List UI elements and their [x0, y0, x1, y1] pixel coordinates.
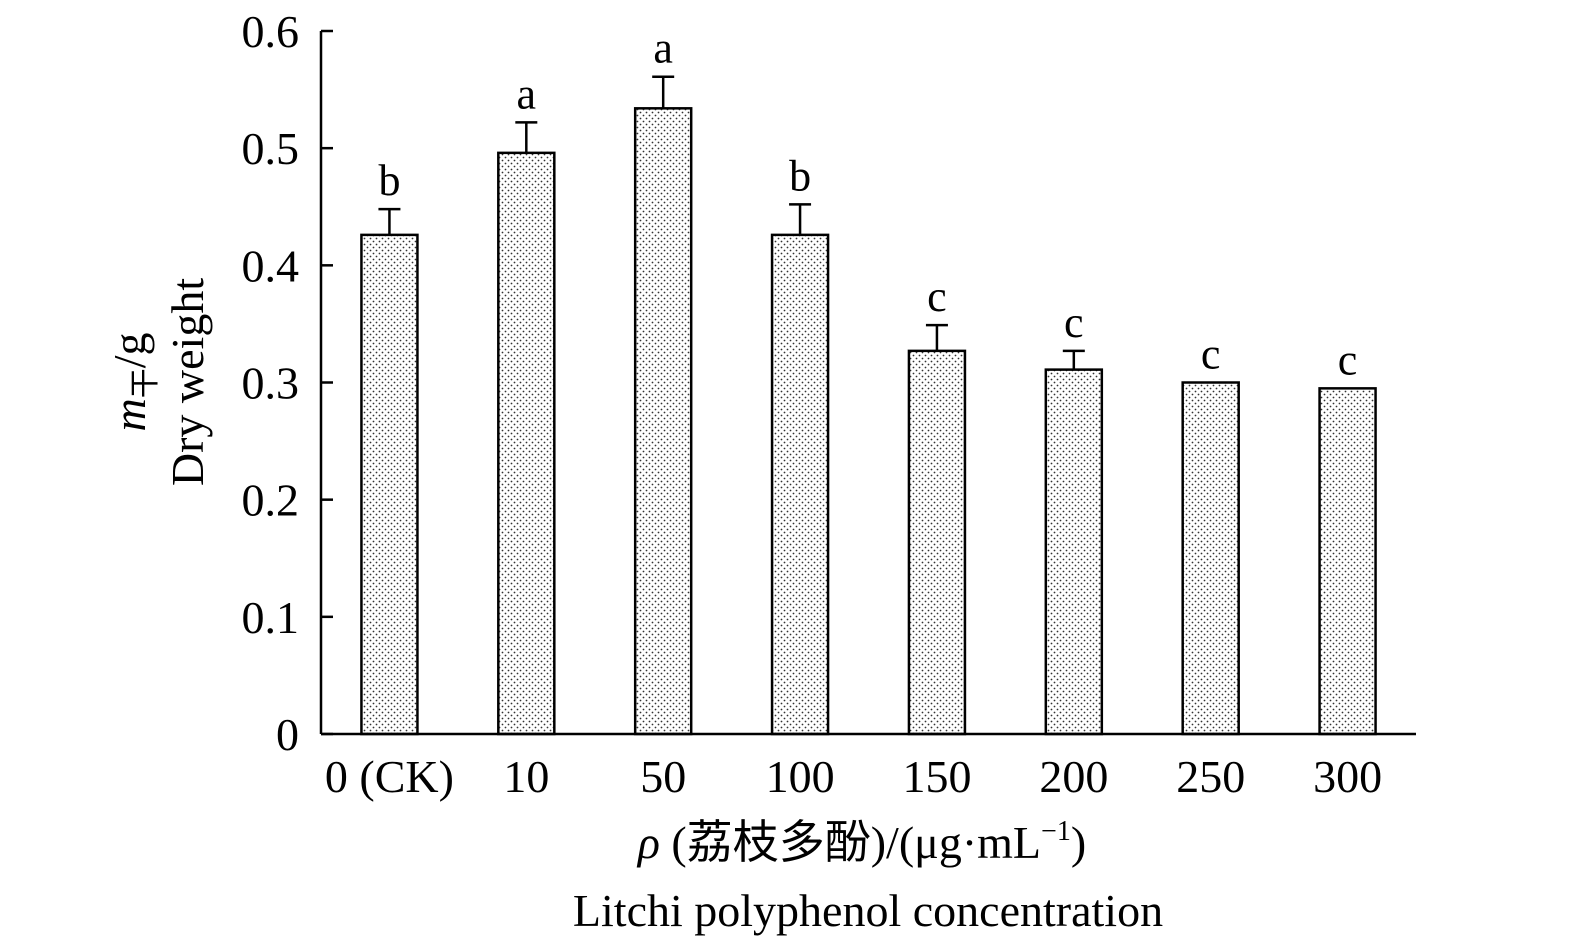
svg-text:m干/g: m干/g [104, 332, 162, 431]
x-tick-label: 10 [503, 751, 549, 802]
y-tick-label: 0.3 [242, 358, 300, 409]
bar [360, 233, 419, 736]
xlabel-english: Litchi polyphenol concentration [573, 885, 1163, 936]
x-axis-tick-labels: 0 (CK) 10 50 100 150 200 250 300 [325, 751, 1382, 802]
ylabel-subscript: 干 [129, 368, 162, 398]
bar [1181, 381, 1240, 736]
y-tick-label: 0.5 [242, 123, 300, 174]
x-tick-label: 250 [1176, 751, 1245, 802]
significance-letter: b [378, 156, 400, 205]
significance-letter: c [1338, 335, 1358, 384]
y-axis-ticks: 0 0.1 0.2 0.3 0.4 0.5 0.6 [242, 6, 333, 760]
error-bars [378, 75, 1085, 370]
y-axis-title: m干/g Dry weight [104, 278, 213, 486]
significance-letters: b a a b c c c c [378, 24, 1357, 385]
ylabel-english: Dry weight [162, 278, 213, 486]
bar [633, 107, 693, 736]
y-tick-label: 0.4 [242, 240, 300, 291]
x-tick-label: 300 [1313, 751, 1382, 802]
ylabel-symbol: m [104, 398, 155, 431]
xlabel-chinese: (荔枝多酚)/(μg·mL [660, 817, 1041, 868]
ylabel-unit: /g [104, 332, 155, 368]
significance-letter: c [1201, 330, 1221, 379]
y-tick-label: 0.2 [242, 475, 300, 526]
significance-letter: b [789, 151, 811, 200]
x-tick-label: 200 [1039, 751, 1108, 802]
y-tick-label: 0 [276, 709, 299, 760]
y-tick-label: 0.1 [242, 592, 300, 643]
bar [907, 349, 967, 736]
bar [1318, 387, 1377, 736]
y-tick-label: 0.6 [242, 6, 300, 57]
x-axis-title: ρ (荔枝多酚)/(μg·mL−1) [636, 816, 1086, 868]
xlabel-close: ) [1071, 817, 1086, 868]
x-tick-label: 100 [766, 751, 835, 802]
x-tick-label: 150 [902, 751, 971, 802]
significance-letter: a [653, 24, 673, 73]
bar [497, 151, 556, 736]
bar [770, 233, 830, 736]
significance-letter: c [1064, 298, 1084, 347]
bars [360, 107, 1377, 736]
x-tick-label: 0 (CK) [325, 751, 454, 802]
x-tick-label: 50 [640, 751, 686, 802]
significance-letter: a [517, 69, 537, 118]
xlabel-symbol: ρ [636, 817, 660, 868]
significance-letter: c [927, 272, 947, 321]
xlabel-superscript: −1 [1041, 816, 1071, 847]
bar [1044, 368, 1104, 736]
